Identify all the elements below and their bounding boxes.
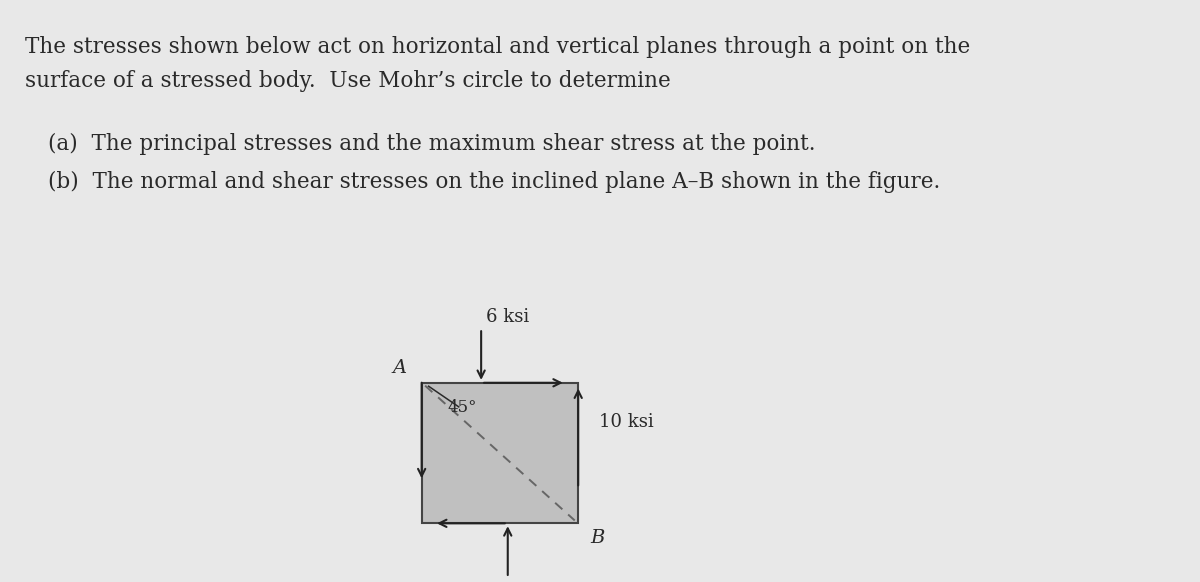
Text: The stresses shown below act on horizontal and vertical planes through a point o: The stresses shown below act on horizont…: [25, 36, 971, 58]
Text: 10 ksi: 10 ksi: [599, 413, 654, 431]
Text: (a)  The principal stresses and the maximum shear stress at the point.: (a) The principal stresses and the maxim…: [48, 133, 816, 155]
Text: A: A: [392, 359, 407, 377]
Text: B: B: [590, 529, 604, 547]
Text: 45°: 45°: [448, 399, 476, 416]
Bar: [421, 383, 578, 523]
Text: 6 ksi: 6 ksi: [486, 308, 529, 326]
Text: surface of a stressed body.  Use Mohr’s circle to determine: surface of a stressed body. Use Mohr’s c…: [25, 70, 671, 92]
Text: (b)  The normal and shear stresses on the inclined plane A–B shown in the figure: (b) The normal and shear stresses on the…: [48, 171, 941, 193]
